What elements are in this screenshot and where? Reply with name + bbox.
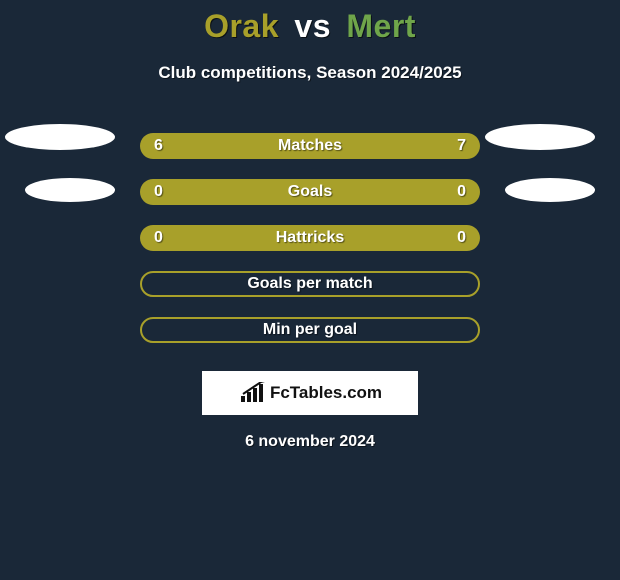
stat-value-left: 0: [154, 229, 163, 247]
stat-label: Goals per match: [247, 275, 372, 293]
stat-value-right: 0: [457, 183, 466, 201]
page-title: Orak vs Mert: [0, 8, 620, 45]
stat-value-left: 0: [154, 183, 163, 201]
subtitle: Club competitions, Season 2024/2025: [0, 63, 620, 83]
stat-pill: Matches 6 7: [140, 133, 480, 159]
stat-label: Goals: [288, 183, 332, 201]
stat-value-right: 0: [457, 229, 466, 247]
stat-pill: Goals 0 0: [140, 179, 480, 205]
decor-ellipse: [5, 124, 115, 150]
stat-pill: Min per goal: [140, 317, 480, 343]
stat-label: Matches: [278, 137, 342, 155]
brand-bars-icon: [238, 382, 266, 404]
stat-row: Min per goal: [0, 307, 620, 353]
stat-pill: Goals per match: [140, 271, 480, 297]
decor-ellipse: [25, 178, 115, 202]
brand-box[interactable]: FcTables.com: [202, 371, 418, 415]
stats-section: Matches 6 7 Goals 0 0 Hattricks 0 0 Goals per mat…: [0, 123, 620, 353]
stat-row: Goals per match: [0, 261, 620, 307]
stat-row: Hattricks 0 0: [0, 215, 620, 261]
date-text: 6 november 2024: [0, 433, 620, 451]
player2-name: Mert: [346, 8, 416, 44]
stat-label: Hattricks: [276, 229, 344, 247]
stat-pill: Hattricks 0 0: [140, 225, 480, 251]
stat-label: Min per goal: [263, 321, 357, 339]
stat-value-right: 7: [457, 137, 466, 155]
player1-name: Orak: [204, 8, 279, 44]
comparison-card: Orak vs Mert Club competitions, Season 2…: [0, 0, 620, 451]
stat-value-left: 6: [154, 137, 163, 155]
brand-text: FcTables.com: [270, 383, 382, 403]
vs-text: vs: [294, 8, 331, 44]
decor-ellipse: [485, 124, 595, 150]
decor-ellipse: [505, 178, 595, 202]
